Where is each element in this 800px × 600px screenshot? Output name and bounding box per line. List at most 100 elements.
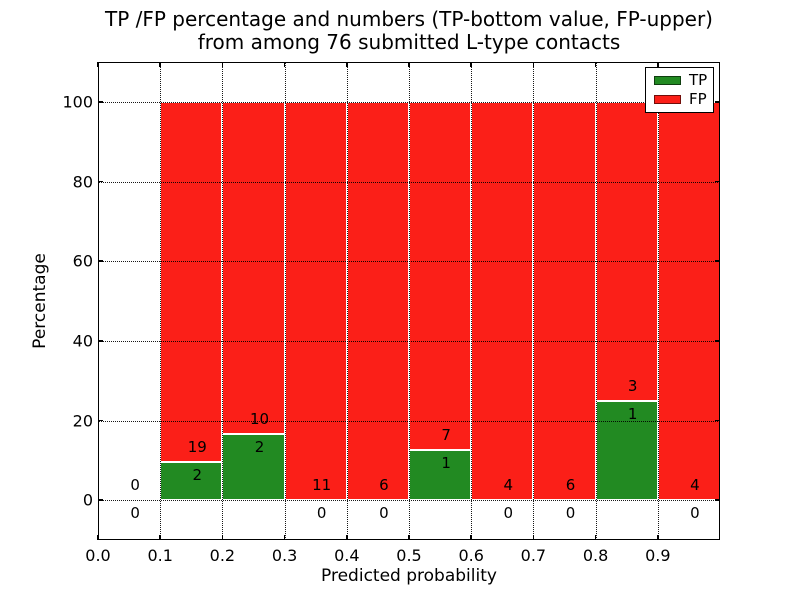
x-tick-label: 0.8 xyxy=(582,546,609,565)
x-tick-bottom xyxy=(657,535,659,540)
y-tick-label: 20 xyxy=(72,411,93,430)
y-tick-right xyxy=(715,180,720,183)
x-gridline xyxy=(533,62,535,540)
x-tick-top xyxy=(532,62,535,67)
x-tick-label: 0.7 xyxy=(520,546,547,565)
x-gridline xyxy=(657,62,659,540)
y-tick-left xyxy=(98,340,103,342)
x-gridline xyxy=(346,62,348,540)
tp-legend-swatch xyxy=(654,75,681,85)
fp-bar xyxy=(595,101,658,401)
y-tick-left xyxy=(98,499,103,501)
x-tick-bottom xyxy=(532,535,535,540)
x-axis-label: Predicted probability xyxy=(321,566,497,586)
chart-title-line1: TP /FP percentage and numbers (TP-bottom… xyxy=(105,7,713,31)
x-tick-top xyxy=(594,62,597,67)
fp-bar xyxy=(222,101,285,434)
x-gridline xyxy=(160,62,162,540)
x-tick-top xyxy=(159,62,161,67)
tp-count-label: 0 xyxy=(503,504,514,523)
legend: TP FP xyxy=(645,67,714,113)
fp-count-label: 19 xyxy=(187,438,207,457)
fp-count-label: 6 xyxy=(565,476,576,495)
y-tick-right xyxy=(715,260,720,262)
x-gridline xyxy=(284,62,286,540)
fp-bar xyxy=(346,101,409,501)
x-gridline xyxy=(595,62,597,540)
x-tick-bottom xyxy=(159,535,161,540)
tp-bar xyxy=(160,462,223,501)
fp-count-label: 6 xyxy=(379,476,389,495)
x-tick-top xyxy=(346,62,348,67)
x-tick-top xyxy=(408,62,410,67)
x-tick-top xyxy=(283,62,286,67)
y-tick-right xyxy=(715,419,720,422)
chart-title: TP /FP percentage and numbers (TP-bottom… xyxy=(98,8,720,54)
fp-count-label: 0 xyxy=(130,476,140,495)
tp-count-label: 0 xyxy=(565,504,576,523)
tp-count-label: 0 xyxy=(130,504,140,523)
y-tick-label: 0 xyxy=(82,490,93,510)
y-tick-left xyxy=(98,260,103,262)
tp-count-label: 2 xyxy=(254,437,265,456)
legend-item-fp: FP xyxy=(646,92,713,107)
tp-count-label: 2 xyxy=(192,466,203,485)
x-gridline xyxy=(471,62,473,540)
y-axis-label: Percentage xyxy=(30,253,50,349)
y-tick-label: 100 xyxy=(62,92,93,112)
x-tick-label: 0.0 xyxy=(85,546,111,565)
tp-count-label: 1 xyxy=(627,404,638,423)
x-tick-label: 0.3 xyxy=(271,546,298,565)
legend-item-tp: TP xyxy=(646,70,713,89)
x-tick-label: 0.2 xyxy=(209,546,236,565)
fp-count-label: 3 xyxy=(627,376,638,395)
x-tick-bottom xyxy=(346,535,348,540)
y-tick-label: 80 xyxy=(72,172,93,191)
tp-count-label: 0 xyxy=(690,504,700,523)
fp-legend-label: FP xyxy=(689,90,707,109)
y-tick-right xyxy=(715,101,720,103)
x-tick-label: 0.9 xyxy=(645,546,671,565)
tp-count-label: 1 xyxy=(441,454,451,473)
fp-bar xyxy=(160,101,223,463)
fp-legend-swatch xyxy=(654,95,681,105)
y-tick-label: 60 xyxy=(72,251,93,271)
fp-count-label: 7 xyxy=(441,426,451,445)
x-tick-bottom xyxy=(594,535,597,540)
tp-count-label: 0 xyxy=(379,504,389,523)
tp-count-label: 0 xyxy=(316,504,327,523)
x-tick-label: 0.4 xyxy=(334,546,360,565)
x-tick-top xyxy=(97,62,99,67)
x-gridline xyxy=(222,62,224,540)
x-tick-bottom xyxy=(283,535,286,540)
x-tick-top xyxy=(221,62,224,67)
chart-title-line2: from among 76 submitted L-type contacts xyxy=(197,30,621,54)
y-tick-label: 40 xyxy=(72,331,93,351)
y-tick-left xyxy=(98,419,103,422)
tp-bar xyxy=(222,433,285,501)
x-tick-bottom xyxy=(408,535,410,540)
y-tick-right xyxy=(715,499,720,501)
y-tick-left xyxy=(98,101,103,103)
fp-count-label: 4 xyxy=(690,476,700,495)
tp-bar xyxy=(595,400,658,501)
tp-bar xyxy=(409,450,472,501)
x-tick-top xyxy=(657,62,659,67)
x-tick-bottom xyxy=(221,535,224,540)
fp-count-label: 10 xyxy=(249,409,270,428)
fp-bar xyxy=(284,101,347,501)
fp-count-label: 4 xyxy=(503,476,514,495)
fp-bar xyxy=(533,101,596,501)
x-tick-bottom xyxy=(470,535,472,540)
x-tick-label: 0.6 xyxy=(458,546,484,565)
x-tick-label: 0.5 xyxy=(396,546,422,565)
fp-bar xyxy=(409,101,472,451)
fp-bar xyxy=(657,101,720,501)
x-tick-top xyxy=(470,62,472,67)
fp-bar xyxy=(471,101,534,501)
x-gridline xyxy=(409,62,410,540)
y-tick-right xyxy=(715,340,720,342)
tp-legend-label: TP xyxy=(689,70,708,89)
plot-area: 0 0 19 2 10 2 11 0 6 0 7 1 4 0 6 0 3 1 4 0 xyxy=(97,62,720,540)
